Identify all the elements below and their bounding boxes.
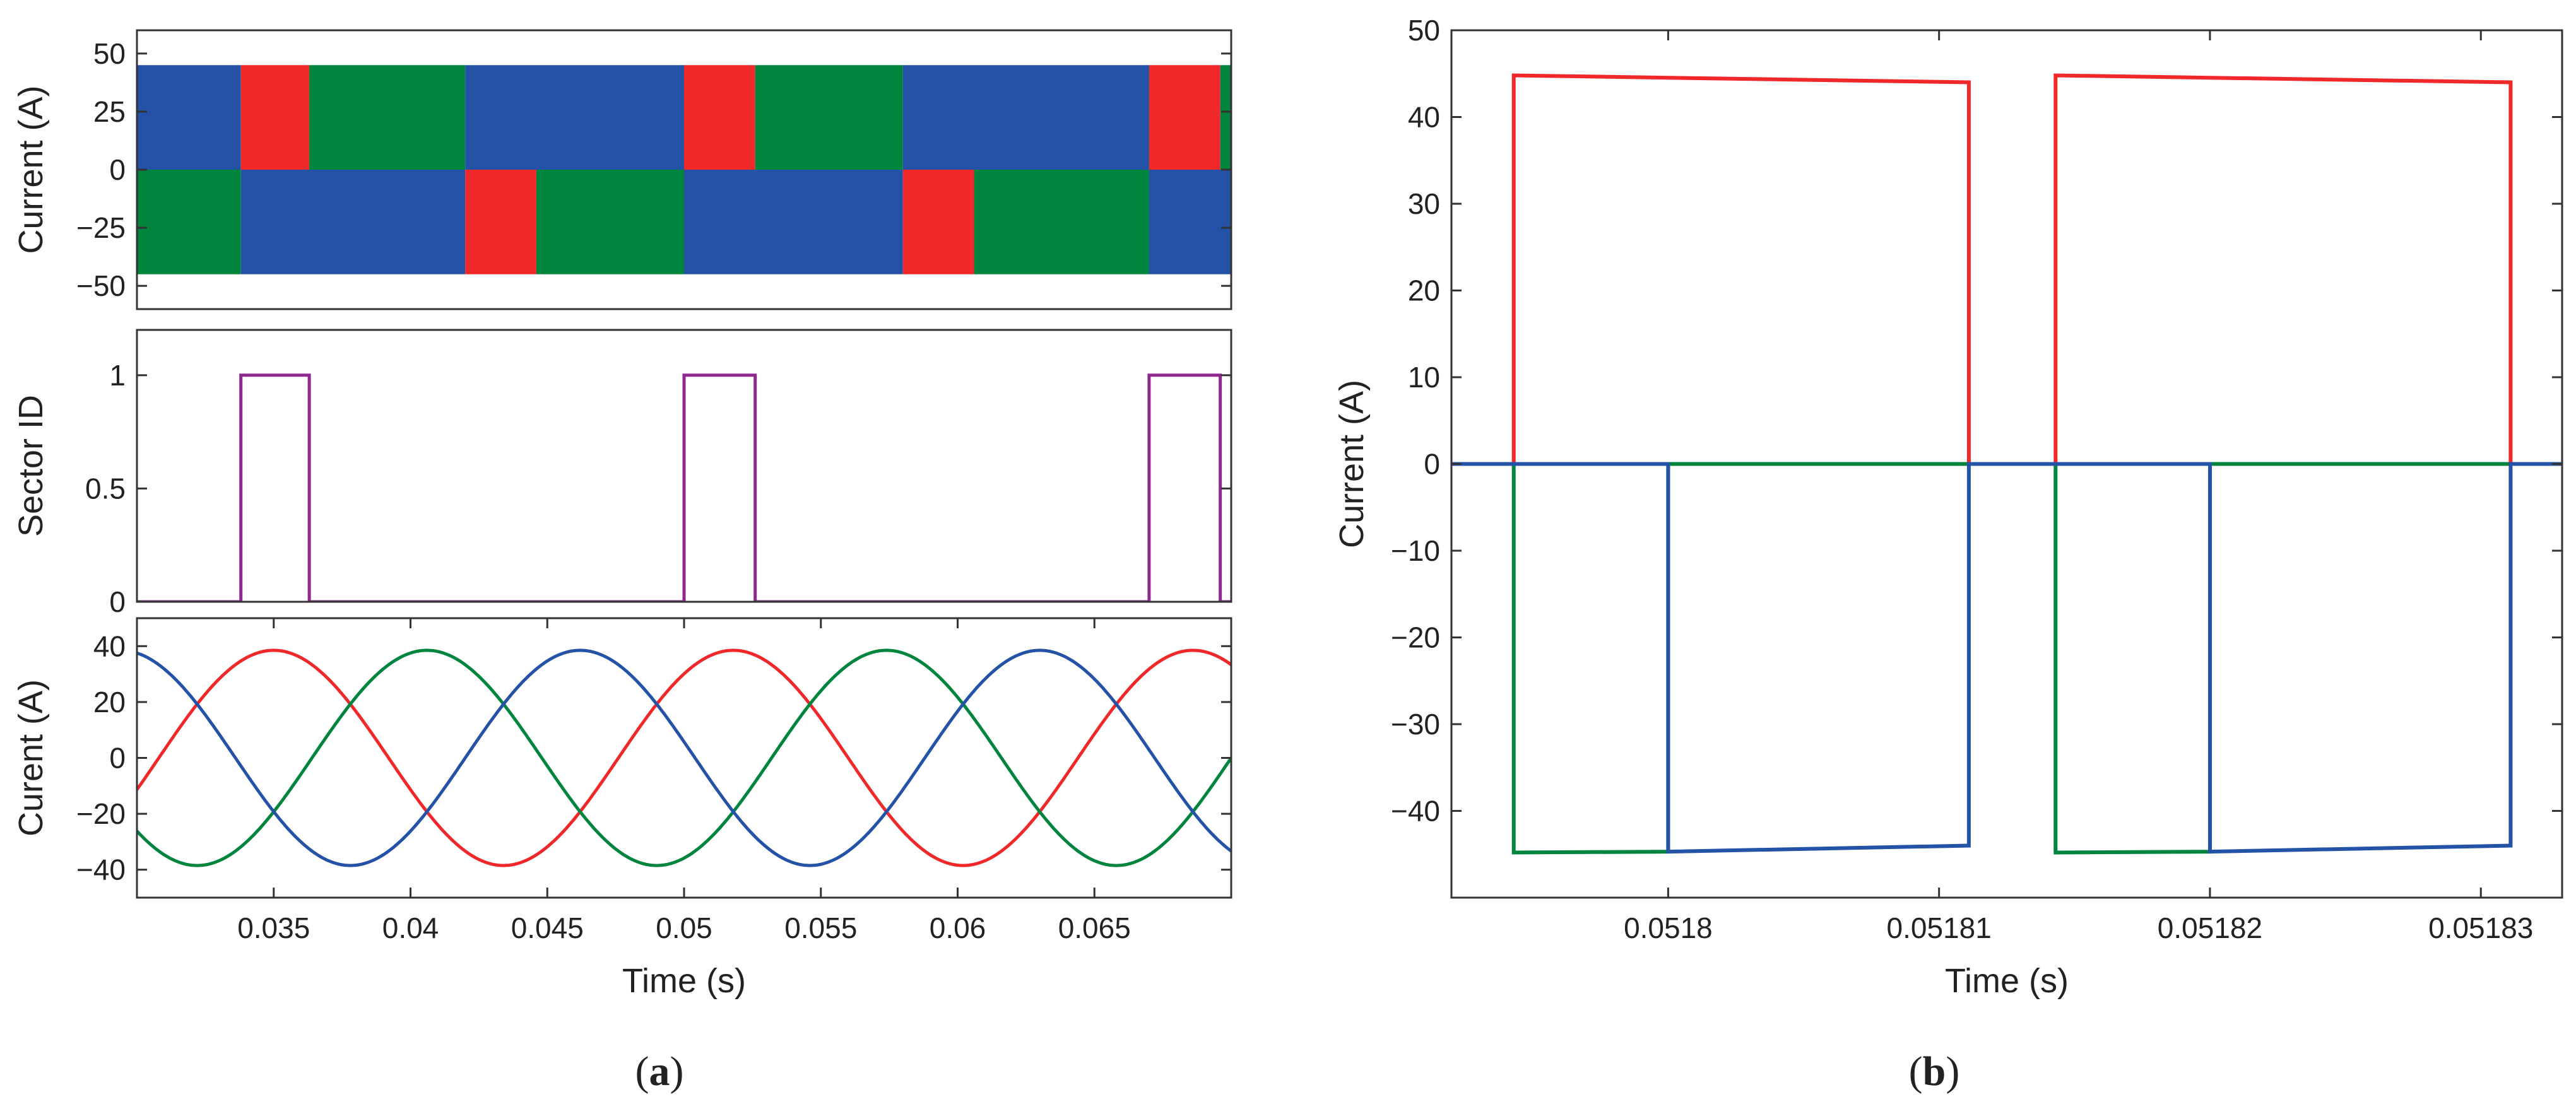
plot-frame (136, 329, 1232, 603)
x-axis-label: Time (s) (622, 962, 746, 1000)
x-tick-label: 0.0518 (1624, 912, 1713, 944)
y-tick-label: −20 (76, 797, 126, 830)
x-tick-label: 0.055 (784, 912, 857, 944)
top-block-3 (465, 65, 684, 170)
top-block-6 (902, 65, 1149, 170)
y-tick-label: 50 (1408, 14, 1440, 47)
y-tick-label: 50 (93, 37, 126, 70)
x-tick-label: 0.04 (382, 912, 439, 944)
bottom-block-2 (465, 170, 536, 274)
bottom-block-4 (684, 170, 903, 274)
phase-c-line (137, 648, 1231, 867)
top-block-1 (240, 65, 310, 170)
y-tick-label: 20 (1408, 274, 1440, 307)
top-block-7 (1149, 65, 1220, 170)
y-tick-label: −50 (76, 269, 126, 302)
x-tick-label: 0.05183 (2428, 912, 2533, 944)
bottom-block-5 (902, 170, 974, 274)
top-block-8 (1220, 65, 1231, 170)
y-tick-label: 0 (1424, 448, 1440, 481)
y-tick-label: 0 (109, 153, 126, 186)
y-tick-label: 20 (93, 686, 126, 718)
top-block-2 (309, 65, 466, 170)
top-block-5 (755, 65, 903, 170)
y-tick-label: −10 (1391, 534, 1440, 567)
panel-a-top-current-plot: −50 −25 0 25 50 Current (A) (12, 29, 1232, 310)
y-tick-label: 25 (93, 95, 126, 128)
y-tick-label: −25 (76, 211, 126, 244)
y-axis-label: Sector ID (12, 395, 50, 537)
y-axis-label: Curent (A) (12, 679, 50, 836)
x-tick-label: 0.05181 (1887, 912, 1992, 944)
y-tick-label: −40 (76, 853, 126, 886)
y-axis-label: Current (A) (1333, 380, 1371, 548)
bottom-block-1 (240, 170, 466, 274)
panel-a-sector-id-plot: 0 0.5 1 Sector ID (12, 329, 1232, 618)
caption-b: (b) (1909, 1048, 1960, 1094)
caption-a: (a) (635, 1048, 684, 1094)
y-tick-label: 0 (109, 742, 126, 775)
y-axis-label: Current (A) (12, 85, 50, 254)
bottom-block-7 (1149, 170, 1231, 274)
bottom-block-6 (974, 170, 1149, 274)
y-tick-label: 10 (1408, 361, 1440, 394)
plot-frame (136, 617, 1232, 899)
x-tick-label: 0.065 (1058, 912, 1131, 944)
panel-a-bottom-current-plot: −40 −20 0 20 40 0.035 0.04 0.045 0.05 0.055 0.06 0.… (12, 617, 1232, 1000)
bottom-block-3 (536, 170, 684, 274)
y-tick-label: 0.5 (85, 472, 126, 505)
y-tick-label: −20 (1391, 621, 1440, 654)
y-tick-label: 30 (1408, 187, 1440, 220)
x-tick-label: 0.045 (511, 912, 584, 944)
phase-a-line (137, 648, 1231, 867)
x-tick-label: 0.035 (237, 912, 310, 944)
panel-b-current-plot: −40 −30 −20 −10 0 10 20 30 40 50 0.0518 0.05181 0.05… (1333, 14, 2563, 1000)
top-block-0 (137, 65, 241, 170)
x-axis-label: Time (s) (1945, 962, 2069, 1000)
y-tick-label: 40 (93, 630, 126, 662)
phase-a-line (1451, 73, 2562, 466)
y-tick-label: −30 (1391, 708, 1440, 741)
top-block-4 (684, 65, 755, 170)
x-tick-label: 0.06 (930, 912, 986, 944)
phase-c-line (1451, 462, 2562, 854)
x-tick-label: 0.05182 (2158, 912, 2262, 944)
x-tick-label: 0.05 (656, 912, 712, 944)
phase-b-line (1451, 462, 2562, 855)
sector-id-line (137, 373, 1231, 602)
phase-b-line (137, 648, 1231, 867)
y-tick-label: 0 (109, 585, 126, 618)
y-tick-label: −40 (1391, 795, 1440, 828)
y-tick-label: 1 (109, 359, 126, 392)
bottom-block-0 (137, 170, 241, 274)
y-tick-label: 40 (1408, 101, 1440, 134)
